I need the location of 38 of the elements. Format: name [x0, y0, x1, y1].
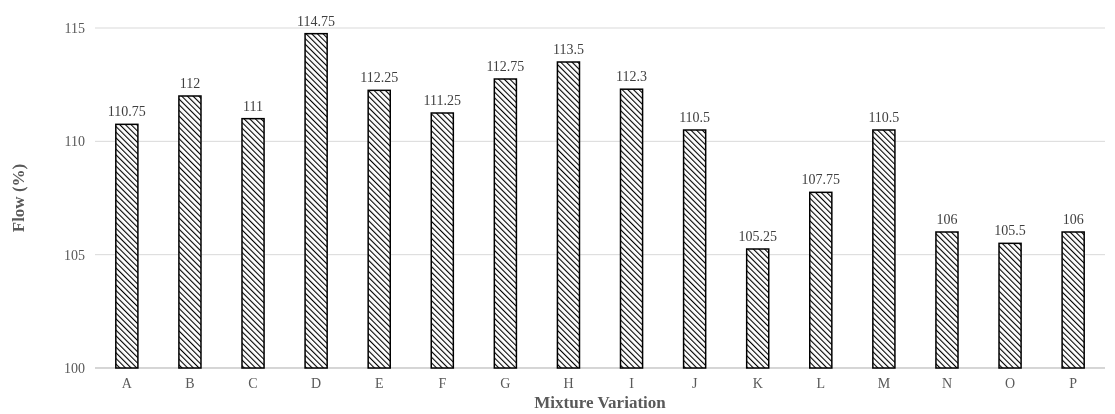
x-tick-label: H — [563, 376, 574, 391]
x-tick-label: C — [248, 376, 258, 391]
x-tick-label: I — [629, 376, 635, 391]
data-label: 105.5 — [994, 223, 1026, 239]
data-label: 110.75 — [107, 104, 146, 120]
y-tick-label: 110 — [64, 134, 85, 150]
data-label: 111.25 — [423, 93, 462, 108]
y-tick-label: 115 — [64, 20, 85, 36]
data-label: 113.5 — [552, 42, 584, 57]
x-tick-label: F — [438, 376, 447, 391]
data-label: 112.75 — [486, 59, 525, 74]
data-label: 112.25 — [360, 70, 399, 86]
x-tick-label: B — [185, 376, 195, 391]
x-tick-label: A — [121, 376, 133, 391]
data-label: 112.3 — [616, 69, 648, 85]
data-label: 110.5 — [868, 110, 900, 125]
data-label: 111 — [243, 98, 264, 114]
x-axis-title: Mixture Variation — [534, 393, 667, 412]
data-label: 106 — [1062, 212, 1084, 227]
data-label: 106 — [936, 212, 958, 227]
data-label: 114.75 — [297, 13, 336, 29]
x-tick-label: D — [311, 376, 322, 391]
x-tick-label: M — [877, 376, 891, 391]
data-label: 112 — [179, 76, 201, 91]
data-label: 105.25 — [738, 229, 777, 244]
x-tick-label: P — [1069, 376, 1078, 391]
y-tick-label: 100 — [64, 360, 85, 376]
x-tick-label: K — [752, 376, 763, 391]
data-label: 110.5 — [679, 110, 711, 125]
x-tick-label: J — [691, 376, 698, 391]
y-tick-label: 105 — [64, 247, 85, 263]
x-tick-label: N — [941, 376, 953, 391]
y-axis-title: Flow (%) — [9, 163, 28, 233]
x-tick-label: L — [816, 376, 826, 391]
data-label: 107.75 — [801, 172, 841, 188]
x-tick-label: E — [374, 376, 384, 391]
x-tick-label: O — [1004, 376, 1016, 391]
x-tick-label: G — [500, 376, 511, 391]
